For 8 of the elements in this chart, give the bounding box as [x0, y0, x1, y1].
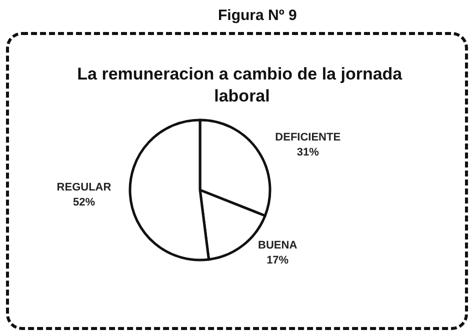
data-label: 31%	[296, 146, 320, 159]
data-label: 52%	[72, 196, 96, 209]
text: Figura Nº 9	[218, 7, 297, 24]
slice-label: REGULAR	[56, 182, 112, 194]
slice-label: DEFICIENTE	[275, 132, 341, 144]
slice-label: BUENA	[258, 240, 298, 252]
chart-title: La remuneracion a cambio de la jornada laboral	[77, 64, 407, 106]
data-label: 17%	[266, 254, 289, 267]
